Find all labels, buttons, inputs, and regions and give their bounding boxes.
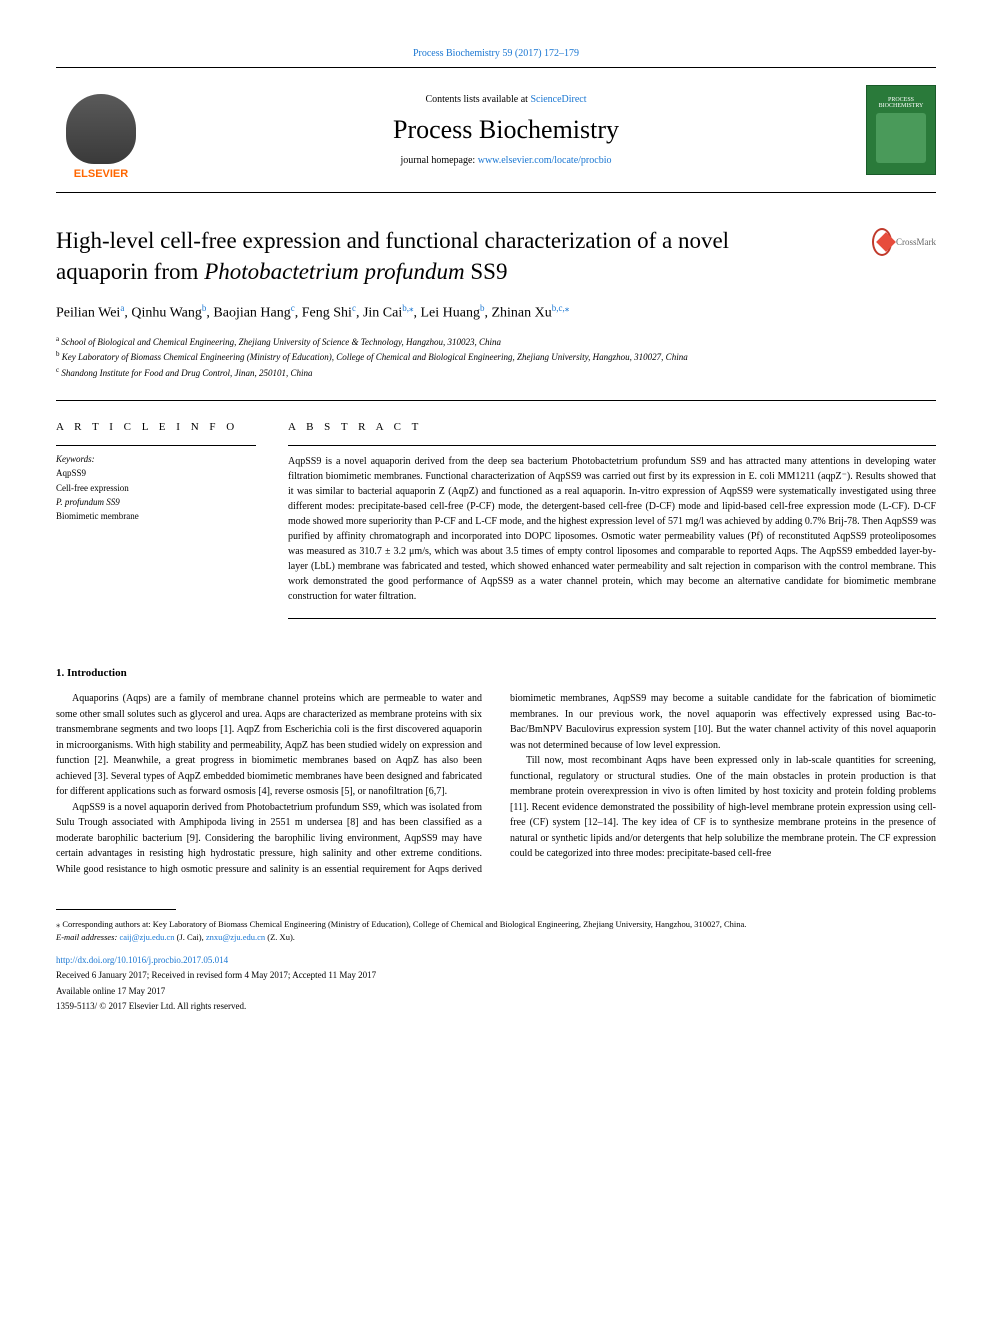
keyword-3: P. profundum SS9 <box>56 495 256 509</box>
abstract-text: AqpSS9 is a novel aquaporin derived from… <box>288 454 936 604</box>
title-row: High-level cell-free expression and func… <box>56 225 936 287</box>
copyright-line: 1359-5113/ © 2017 Elsevier Ltd. All righ… <box>56 1000 936 1014</box>
doi-link[interactable]: http://dx.doi.org/10.1016/j.procbio.2017… <box>56 955 228 965</box>
email-2-name: (Z. Xu). <box>265 932 295 942</box>
crossmark-badge[interactable]: CrossMark <box>872 225 936 259</box>
contents-line: Contents lists available at ScienceDirec… <box>162 94 850 105</box>
homepage-link[interactable]: www.elsevier.com/locate/procbio <box>478 155 612 166</box>
sciencedirect-link[interactable]: ScienceDirect <box>530 94 586 105</box>
affiliation-a: a School of Biological and Chemical Engi… <box>56 334 936 350</box>
info-abstract-row: A R T I C L E I N F O Keywords: AqpSS9 C… <box>56 421 936 619</box>
keywords-list: AqpSS9 Cell-free expression P. profundum… <box>56 466 256 524</box>
journal-cover-title: PROCESS BIOCHEMISTRY <box>871 97 931 109</box>
author-7-aff[interactable]: b,c,⁎ <box>552 303 570 313</box>
crossmark-icon <box>872 228 892 256</box>
article-title: High-level cell-free expression and func… <box>56 225 856 287</box>
body-p3: Till now, most recombinant Aqps have bee… <box>510 753 936 862</box>
header-center: Contents lists available at ScienceDirec… <box>162 94 850 166</box>
journal-cover-image <box>876 113 926 163</box>
available-line: Available online 17 May 2017 <box>56 985 936 999</box>
author-5: Jin Cai <box>363 306 402 321</box>
affiliation-a-text: School of Biological and Chemical Engine… <box>61 337 501 347</box>
info-divider <box>56 445 256 446</box>
title-line2-post: SS9 <box>465 259 508 284</box>
crossmark-label: CrossMark <box>896 237 936 247</box>
divider-top <box>56 400 936 401</box>
affiliation-b: b Key Laboratory of Biomass Chemical Eng… <box>56 349 936 365</box>
title-species: Photobactetrium profundum <box>204 259 464 284</box>
keyword-2: Cell-free expression <box>56 481 256 495</box>
affiliation-c-text: Shandong Institute for Food and Drug Con… <box>61 368 312 378</box>
author-2-aff[interactable]: b <box>202 303 207 313</box>
received-line: Received 6 January 2017; Received in rev… <box>56 969 936 983</box>
footnotes: ⁎ Corresponding authors at: Key Laborato… <box>56 918 936 1014</box>
author-4-aff[interactable]: c <box>352 303 356 313</box>
email-2[interactable]: znxu@zju.edu.cn <box>206 932 265 942</box>
author-3: Baojian Hang <box>213 306 290 321</box>
author-1: Peilian Wei <box>56 306 120 321</box>
author-6: Lei Huang <box>420 306 479 321</box>
body-columns: Aquaporins (Aqps) are a family of membra… <box>56 691 936 877</box>
body-p1: Aquaporins (Aqps) are a family of membra… <box>56 691 482 800</box>
author-2: Qinhu Wang <box>131 306 202 321</box>
journal-header: ELSEVIER Contents lists available at Sci… <box>56 67 936 193</box>
email-label: E-mail addresses: <box>56 932 119 942</box>
elsevier-logo[interactable]: ELSEVIER <box>56 80 146 180</box>
author-7: Zhinan Xu <box>491 306 551 321</box>
affiliation-b-text: Key Laboratory of Biomass Chemical Engin… <box>62 352 688 362</box>
title-line2-pre: aquaporin from <box>56 259 204 284</box>
contents-prefix: Contents lists available at <box>425 94 530 105</box>
abstract-divider-bottom <box>288 618 936 619</box>
author-3-aff[interactable]: c <box>291 303 295 313</box>
corresponding-note: ⁎ Corresponding authors at: Key Laborato… <box>56 918 936 931</box>
author-6-aff[interactable]: b <box>480 303 485 313</box>
journal-name: Process Biochemistry <box>162 115 850 145</box>
keyword-1: AqpSS9 <box>56 466 256 480</box>
abstract-label: A B S T R A C T <box>288 421 936 433</box>
footnote-separator <box>56 909 176 910</box>
affiliations: a School of Biological and Chemical Engi… <box>56 334 936 381</box>
elsevier-text: ELSEVIER <box>74 168 128 180</box>
homepage-prefix: journal homepage: <box>401 155 478 166</box>
body-section: 1. Introduction Aquaporins (Aqps) are a … <box>56 667 936 877</box>
email-1[interactable]: caij@zju.edu.cn <box>119 932 174 942</box>
email-line: E-mail addresses: caij@zju.edu.cn (J. Ca… <box>56 931 936 944</box>
top-citation[interactable]: Process Biochemistry 59 (2017) 172–179 <box>56 48 936 59</box>
keyword-4: Biomimetic membrane <box>56 509 256 523</box>
author-5-aff[interactable]: b,⁎ <box>402 303 413 313</box>
author-4: Feng Shi <box>302 306 352 321</box>
abstract-col: A B S T R A C T AqpSS9 is a novel aquapo… <box>288 421 936 619</box>
elsevier-tree-icon <box>66 94 136 164</box>
keywords-label: Keywords: <box>56 454 256 464</box>
title-line1: High-level cell-free expression and func… <box>56 228 729 253</box>
authors-list: Peilian Weia, Qinhu Wangb, Baojian Hangc… <box>56 303 936 322</box>
affiliation-c: c Shandong Institute for Food and Drug C… <box>56 365 936 381</box>
journal-cover-thumb[interactable]: PROCESS BIOCHEMISTRY <box>866 85 936 175</box>
author-1-aff[interactable]: a <box>120 303 124 313</box>
abstract-divider-top <box>288 445 936 446</box>
article-info-label: A R T I C L E I N F O <box>56 421 256 433</box>
article-info-col: A R T I C L E I N F O Keywords: AqpSS9 C… <box>56 421 256 619</box>
email-1-name: (J. Cai), <box>174 932 205 942</box>
section-1-heading: 1. Introduction <box>56 667 936 679</box>
homepage-line: journal homepage: www.elsevier.com/locat… <box>162 155 850 166</box>
